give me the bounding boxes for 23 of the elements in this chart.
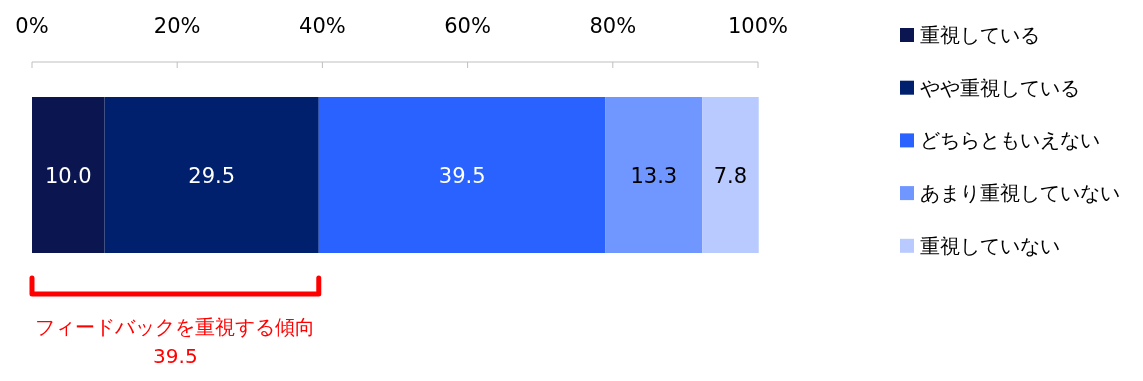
legend-label: どちらともいえない <box>920 128 1100 153</box>
text: フィードバックを重視する傾向 <box>35 315 316 339</box>
x-tick-label: 0% <box>15 14 49 38</box>
bar <box>318 97 606 253</box>
legend-label: やや重視している <box>920 75 1080 100</box>
data-label: 7.8 <box>713 164 748 188</box>
bar <box>702 97 759 253</box>
legend-label: 重視していない <box>920 233 1060 258</box>
x-tick-label: 60% <box>444 14 491 38</box>
bar <box>605 97 703 253</box>
data-label: 29.5 <box>188 164 236 188</box>
legend-label: 重視している <box>920 23 1040 47</box>
x-tick-label: 100% <box>727 14 789 38</box>
text: 39.5 <box>153 344 198 368</box>
data-label: 10.0 <box>44 164 92 188</box>
x-tick-label: 80% <box>589 14 637 38</box>
x-tick-label: 40% <box>299 14 346 38</box>
bar <box>32 97 105 253</box>
bar <box>104 97 319 253</box>
legend-label: あまり重視していない <box>920 181 1120 206</box>
data-label: 39.5 <box>438 164 486 188</box>
x-tick-label: 20% <box>153 14 201 38</box>
data-label: 13.3 <box>630 164 678 188</box>
